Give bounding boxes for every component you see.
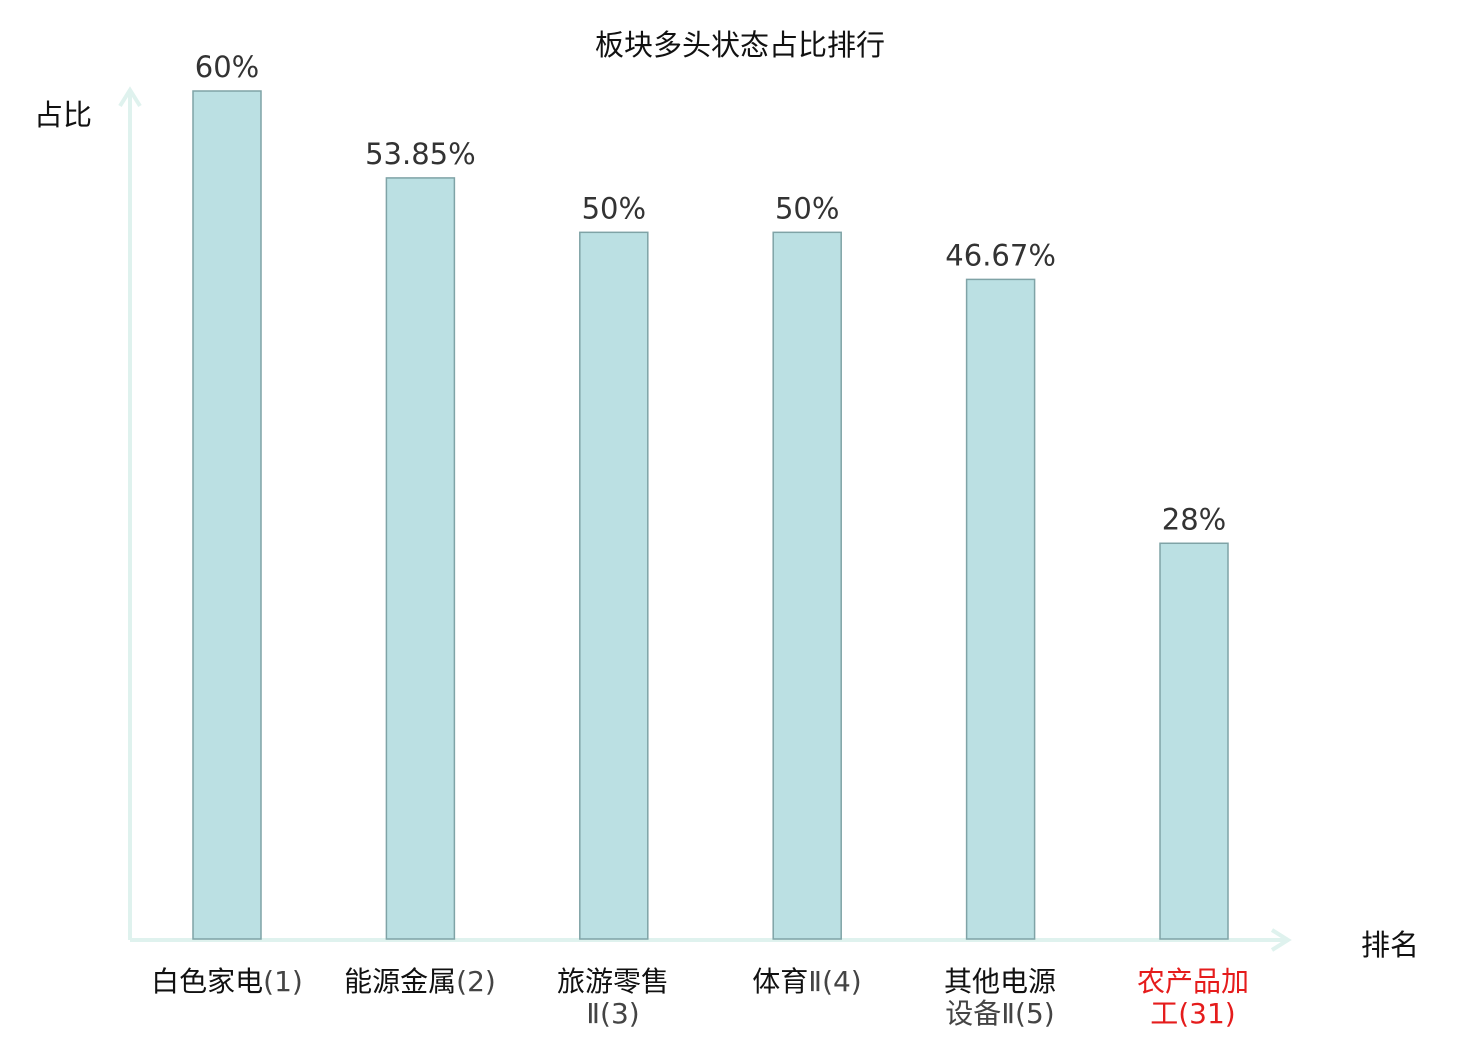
category-rank: Ⅱ(4) xyxy=(808,965,862,998)
category-label: 能源金属(2) xyxy=(325,966,515,998)
category-label: 其他电源 设备Ⅱ(5) xyxy=(905,966,1095,1030)
value-label: 50% xyxy=(582,191,646,225)
category-rank: (2) xyxy=(456,965,496,998)
value-label: 53.85% xyxy=(365,137,476,171)
x-axis-label: 排名 xyxy=(1361,928,1420,962)
category-name: 旅游零售 xyxy=(556,965,669,998)
category-label: 体育Ⅱ(4) xyxy=(712,966,902,998)
value-label: 28% xyxy=(1162,502,1226,536)
category-name: 白色家电 xyxy=(151,965,264,998)
category-name: 体育 xyxy=(752,965,809,998)
value-label: 60% xyxy=(195,50,259,84)
bar xyxy=(1159,542,1229,940)
x-axis-arrow xyxy=(1270,928,1292,952)
bars xyxy=(192,90,1229,940)
category-label: 旅游零售 Ⅱ(3) xyxy=(518,966,708,1030)
chart-title: 板块多头状态占比排行 xyxy=(594,28,885,62)
category-name: 其他电源 xyxy=(943,965,1056,998)
bar xyxy=(385,177,456,940)
value-labels: 60% 53.85% 50% 50% 46.67% 28% xyxy=(195,50,1226,536)
y-axis-label: 占比 xyxy=(34,98,93,132)
bar xyxy=(192,90,262,940)
value-label: 46.67% xyxy=(945,238,1056,272)
value-label: 50% xyxy=(775,191,839,225)
bar xyxy=(965,278,1036,940)
bar xyxy=(772,231,842,940)
category-name: 能源金属 xyxy=(344,965,457,998)
category-label: 白色家电(1) xyxy=(132,966,322,998)
axes xyxy=(118,86,1292,952)
category-label-highlighted: 农产品加 工(31) xyxy=(1098,966,1288,1030)
category-name: 农产品加 xyxy=(1136,965,1249,998)
y-axis-arrow xyxy=(118,86,142,108)
category-rank: (1) xyxy=(263,965,303,998)
category-rank: Ⅱ(3) xyxy=(586,997,640,1030)
category-rank: 设备Ⅱ(5) xyxy=(945,997,1055,1030)
category-rank: 工(31) xyxy=(1150,997,1236,1030)
bar xyxy=(579,231,649,940)
